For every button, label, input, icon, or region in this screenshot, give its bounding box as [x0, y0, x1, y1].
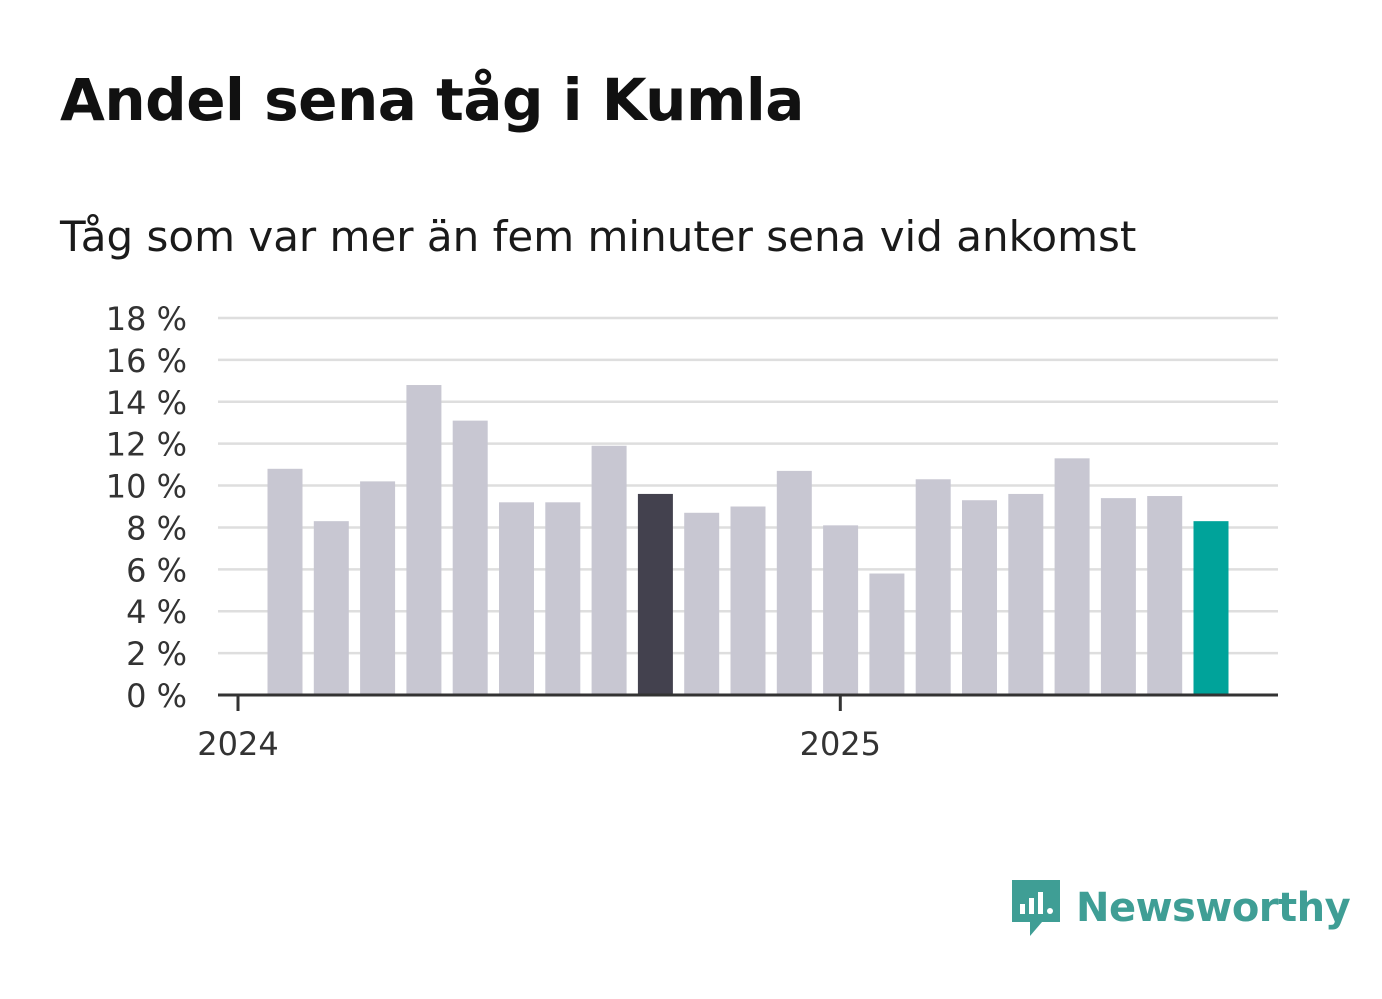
bar-2024-05 — [452, 420, 488, 695]
bar-2024-02 — [313, 521, 349, 695]
y-axis-ticks: 0 % 2 % 4 % 6 % 8 %10 % 12 % 14 % 16 % 18 % — [106, 300, 187, 715]
bar-2024-07 — [545, 502, 581, 695]
bar-2025-07 — [1100, 498, 1136, 695]
bar-2025-03 — [915, 479, 951, 695]
bar-2024-06 — [499, 502, 534, 695]
bar-2025-06 — [1054, 458, 1090, 695]
chart-subtitle: Tåg som var mer än fem minuter sena vid … — [60, 212, 1137, 261]
newsworthy-logo-icon — [1012, 880, 1060, 936]
bar-2025-08 — [1147, 496, 1183, 695]
y-tick-label: 0 % — [126, 677, 187, 715]
brand-name: Newsworthy — [1076, 885, 1351, 931]
newsworthy-logo: Newsworthy — [1010, 878, 1351, 938]
x-tick-label: 2024 — [197, 725, 278, 763]
y-tick-label: 6 % — [126, 551, 187, 589]
y-tick-label: 2 % — [126, 635, 187, 673]
bar-2024-08 — [591, 445, 627, 695]
bar-chart: 0 % 2 % 4 % 6 % 8 %10 % 12 % 14 % 16 % 18 % 2024… — [106, 300, 1278, 763]
bar-2024-04 — [406, 385, 442, 695]
bar-2025-04 — [962, 500, 997, 695]
bar-2024-11 — [730, 506, 766, 695]
x-tick-label: 2025 — [800, 725, 881, 763]
bar-2025-02 — [869, 573, 905, 695]
bar-2024-12 — [776, 470, 812, 695]
bar-2024-03 — [360, 481, 396, 695]
y-tick-label: 14 % — [106, 384, 187, 422]
bars — [267, 385, 1229, 695]
y-tick-label: 12 % — [106, 426, 187, 464]
y-tick-label: 8 % — [126, 509, 187, 547]
y-tick-label: 4 % — [126, 593, 187, 631]
y-tick-label: 16 % — [106, 342, 187, 380]
bar-2024-10 — [684, 512, 720, 695]
bar-2024-01 — [267, 468, 303, 695]
bar-2025-05 — [1008, 493, 1044, 695]
x-axis: 2024 2025 — [197, 693, 1278, 763]
bar-2024-09 — [637, 493, 673, 695]
y-tick-label: 10 % — [106, 468, 187, 506]
bar-2025-09 — [1193, 521, 1229, 695]
y-tick-label: 18 % — [106, 300, 187, 338]
bar-2025-01 — [823, 525, 859, 695]
chart-title: Andel sena tåg i Kumla — [60, 66, 804, 134]
